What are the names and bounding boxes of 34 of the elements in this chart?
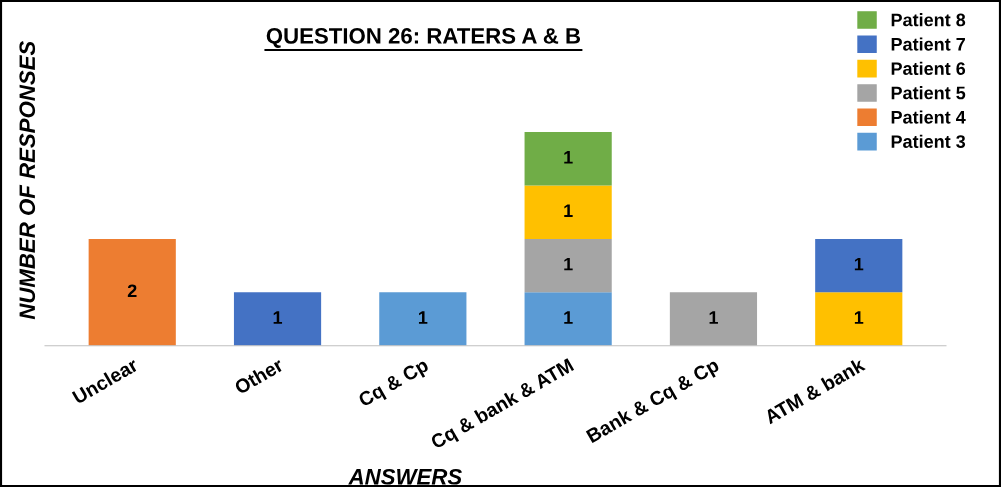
- data-label: 1: [564, 257, 573, 271]
- bar: [88, 238, 176, 346]
- data-label: 1: [854, 311, 864, 324]
- data-label: 1: [854, 257, 864, 271]
- x-tick-label: Other: [233, 357, 285, 395]
- data-label: 1: [709, 311, 718, 324]
- chart-title: QUESTION 26: RATERS A & B: [266, 28, 581, 48]
- data-label: 1: [273, 311, 283, 324]
- bar: [379, 292, 467, 346]
- legend-label: Patient 8: [891, 13, 966, 27]
- data-label: 1: [564, 311, 573, 324]
- legend-label: Patient 4: [891, 110, 966, 124]
- bar: [815, 238, 903, 293]
- bar: [233, 292, 322, 346]
- bar: [524, 132, 612, 186]
- data-label: 2: [127, 284, 137, 298]
- data-label: 1: [564, 204, 573, 217]
- legend-label: Patient 3: [891, 134, 966, 149]
- data-label: 1: [418, 311, 428, 324]
- x-tick-label: Bank & Cq & Cp: [585, 357, 722, 447]
- x-tick-label: ATM & bank: [763, 356, 866, 425]
- bar: [815, 292, 903, 346]
- data-label: 1: [564, 151, 573, 164]
- bar: [524, 292, 612, 346]
- bar: [524, 185, 612, 239]
- x-tick-label: Cq & bank & ATM: [429, 357, 577, 453]
- bar: [669, 292, 758, 346]
- bar: [524, 238, 612, 293]
- legend-label: Patient 7: [891, 37, 965, 51]
- y-axis-title: NUMBER OF RESPONSES: [19, 40, 36, 320]
- legend-label: Patient 6: [891, 61, 966, 75]
- x-tick-label: Cq & Cp: [357, 357, 432, 411]
- legend-label: Patient 5: [891, 86, 966, 100]
- x-axis-title: ANSWERS: [348, 468, 462, 485]
